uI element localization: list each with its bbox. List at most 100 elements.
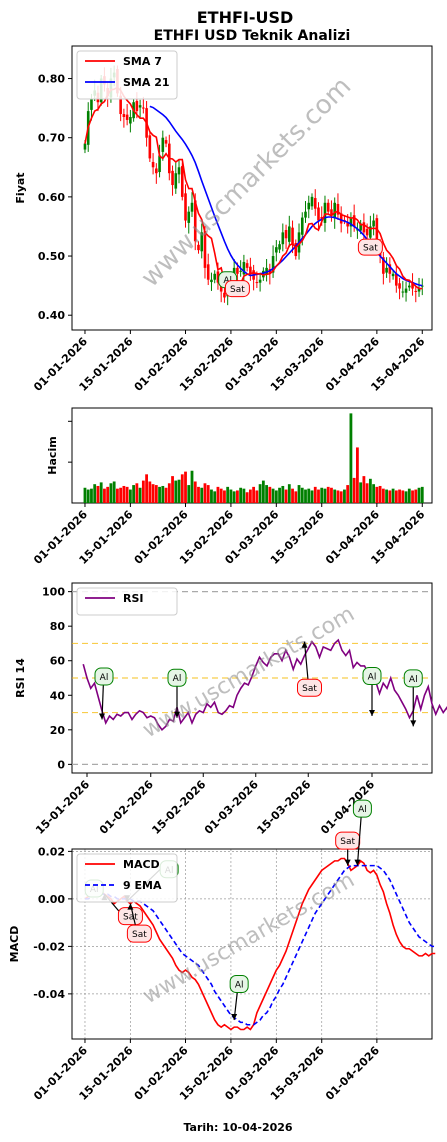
legend-entry: RSI [123,592,144,605]
candle-body [275,247,278,253]
candle-body [271,256,275,273]
rsi-ytick-label: 20 [50,724,66,737]
candle-body [190,202,194,212]
candle-body [223,292,226,298]
buy-signal-badge [94,667,114,686]
volume-bar [349,413,353,503]
candle-body [83,143,87,150]
volume-bar [248,489,252,503]
legend-box [76,853,178,903]
candle-body [219,286,223,292]
candle-body [339,213,343,224]
volume-bar [122,485,126,503]
candle-body [304,211,307,218]
signal-arrowhead [410,720,417,727]
candle-body [119,95,122,115]
volume-bar [356,447,359,503]
volume-bar [210,489,213,503]
volume-bar [141,480,145,503]
volume-bar [116,488,119,503]
price-ytick-label: 0.50 [38,250,65,263]
candle-body [401,291,405,293]
candle-body [336,203,340,215]
volume-bar [125,486,129,503]
volume-bar [287,484,291,503]
price-ylabel: Fiyat [14,172,27,203]
volume-bar [242,488,246,503]
sell-signal-label: Sat [340,837,355,847]
macd-ytick-label: 0.02 [38,845,65,858]
sell-signal-label: Sat [302,684,317,694]
volume-bar [362,476,366,503]
macd-xtick-label: 01-04-2026 [323,1044,382,1103]
candle-body [90,99,93,110]
figure-subtitle: ETHFI USD Teknik Analizi [154,28,351,44]
sell-signal-badge [357,238,383,256]
candle-body [407,285,411,288]
volume-bar [307,488,311,503]
candle-body [155,168,158,174]
candle-body [242,261,246,275]
candle-body [326,202,330,212]
volume-bar [206,485,210,503]
legend-entry: 9 EMA [123,879,162,892]
volume-ylabel: Hacim [46,436,59,474]
sell-signal-label: Sat [363,244,378,254]
candle-body [372,220,375,227]
candle-body [391,273,395,277]
volume-bar [96,485,100,503]
volume-bar [271,488,275,503]
volume-bar [261,480,265,503]
candle-body [420,285,424,287]
volume-bar [86,489,90,503]
candle-body [404,288,408,293]
buy-signal-label: Al [223,276,232,286]
volume-bar [404,491,408,503]
candle-body [333,202,337,219]
candle-body [129,117,132,124]
macd-ytick-label: -0.02 [33,940,65,953]
candle-body [203,231,207,268]
candle-body [193,200,197,242]
volume-bar [339,491,343,503]
volume-bar [333,489,337,503]
volume-bar [274,490,278,503]
legend-box [76,50,178,100]
candle-body [300,217,304,235]
candle-body [278,244,281,250]
volume-bar [223,490,226,503]
volume-bar [106,486,110,503]
volume-bar [103,488,106,503]
volume-bar [372,484,376,503]
candle-body [330,209,333,215]
candle-body [255,282,259,284]
volume-bar [252,486,256,503]
volume-plot-frame [71,407,433,504]
volume-bar [407,488,411,503]
candle-body [200,232,204,252]
candle-body [265,267,268,275]
rsi-line [82,638,447,732]
candle-body [313,198,317,209]
candle-body [310,196,314,207]
volume-bar [304,489,307,503]
volume-bar [411,490,414,503]
volume-bar [343,489,346,503]
legend-box [76,587,178,616]
candle-body [294,243,298,257]
buy-signal-label: Al [235,981,244,991]
sell-signal-badge [224,280,250,298]
rsi-ytick-label: 80 [50,620,66,633]
candle-body [171,170,174,186]
candle-body [158,155,161,173]
candle-body [323,202,327,223]
candle-body [262,270,265,278]
sell-signal-badge [126,924,152,943]
volume-bar [255,490,259,503]
candle-body [216,271,220,283]
candle-body [349,217,353,227]
volume-bar [174,480,178,503]
volume-bar [391,488,395,503]
candle-body [161,137,165,152]
candle-body [138,105,142,108]
